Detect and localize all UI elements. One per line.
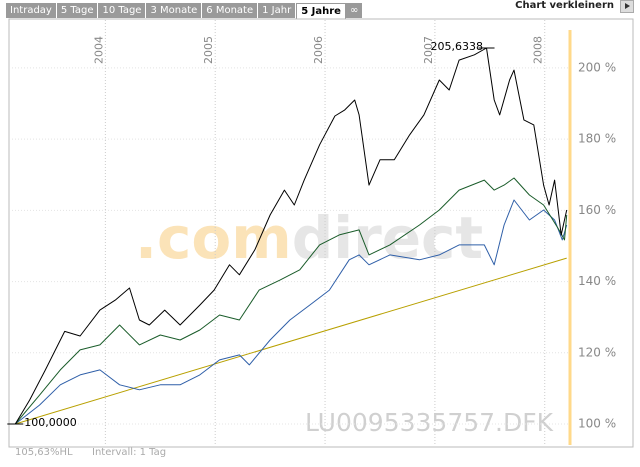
- watermark-part: direct: [292, 204, 483, 272]
- tab[interactable]: 1 Jahr: [258, 3, 297, 18]
- tab[interactable]: 10 Tage: [98, 3, 147, 18]
- watermark: .comdirect: [135, 204, 483, 272]
- shrink-button-label[interactable]: Chart verkleinern: [515, 0, 614, 11]
- annotation: 205,6338: [431, 40, 484, 53]
- tab[interactable]: 5 Tage: [56, 3, 99, 18]
- watermark-part: .com: [135, 204, 292, 272]
- series-line: [14, 199, 568, 425]
- footer-text: Intervall: 1 Tag: [92, 447, 166, 458]
- y-tick-label: 100 %: [578, 416, 616, 430]
- symbol-watermark: LU0095335757.DFK: [305, 408, 554, 437]
- annotation: 100,0000: [24, 416, 77, 429]
- tab[interactable]: Intraday: [6, 3, 57, 18]
- footer-text: 105,63%HL: [15, 447, 73, 458]
- x-tick-label: 2004: [92, 36, 105, 64]
- y-tick-label: 120 %: [578, 345, 616, 359]
- y-tick-label: 200 %: [578, 60, 616, 74]
- x-tick-label: 2005: [202, 36, 215, 64]
- tab[interactable]: 6 Monate: [202, 3, 259, 18]
- tab[interactable]: 5 Jahre: [296, 3, 346, 19]
- tab[interactable]: ∞: [345, 3, 364, 18]
- series-line: [14, 177, 568, 425]
- x-tick-label: 2007: [422, 36, 435, 64]
- series-line: [14, 47, 568, 425]
- y-tick-label: 140 %: [578, 274, 616, 288]
- x-tick-label: 2008: [532, 36, 545, 64]
- shrink-button[interactable]: [620, 0, 634, 13]
- x-tick-label: 2006: [312, 36, 325, 64]
- chart-frame: [8, 18, 634, 448]
- tab[interactable]: 3 Monate: [146, 3, 203, 18]
- y-tick-label: 180 %: [578, 132, 616, 146]
- series-line: [15, 257, 567, 425]
- y-tick-label: 160 %: [578, 203, 616, 217]
- tab-bar: Intraday 5 Tage 10 Tage 3 Monate 6 Monate 1 J…: [6, 3, 364, 19]
